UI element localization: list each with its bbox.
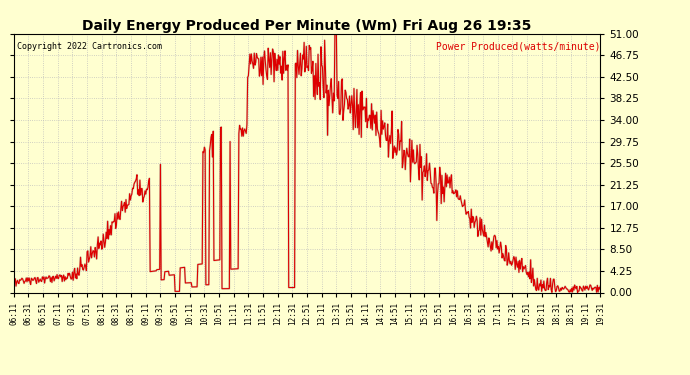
Title: Daily Energy Produced Per Minute (Wm) Fri Aug 26 19:35: Daily Energy Produced Per Minute (Wm) Fr… [82,19,532,33]
Text: Power Produced(watts/minute): Power Produced(watts/minute) [436,42,600,51]
Text: Copyright 2022 Cartronics.com: Copyright 2022 Cartronics.com [17,42,161,51]
